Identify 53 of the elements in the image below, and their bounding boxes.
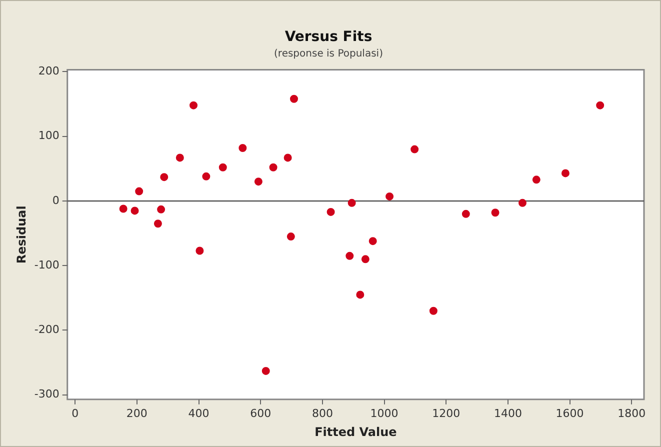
point bbox=[135, 187, 144, 196]
point bbox=[491, 208, 500, 217]
x-tick-label: 200 bbox=[126, 406, 148, 420]
point bbox=[326, 208, 335, 216]
point bbox=[518, 198, 526, 207]
point bbox=[346, 252, 354, 260]
x-tick-label: 400 bbox=[188, 406, 210, 420]
point bbox=[254, 178, 262, 186]
point bbox=[119, 204, 128, 213]
point bbox=[196, 246, 204, 255]
point bbox=[154, 220, 162, 228]
point bbox=[462, 210, 470, 218]
point bbox=[262, 366, 270, 375]
y-axis-title: Residual bbox=[14, 206, 28, 264]
y-tick-label: -300 bbox=[34, 388, 60, 401]
chart-title: Versus Fits bbox=[284, 29, 372, 46]
y-tick-label: 0 bbox=[52, 194, 60, 207]
point bbox=[429, 306, 438, 315]
y-tick-label: -200 bbox=[34, 323, 60, 336]
y-tick-label: 200 bbox=[38, 64, 60, 78]
point bbox=[386, 192, 394, 200]
point bbox=[130, 206, 139, 215]
point bbox=[361, 255, 370, 264]
point bbox=[269, 163, 278, 172]
point bbox=[290, 94, 298, 103]
x-tick-label: 1800 bbox=[618, 406, 646, 420]
point bbox=[284, 154, 292, 162]
chart-subtitle: (response is Populasi) bbox=[274, 48, 384, 60]
point bbox=[176, 154, 184, 162]
point bbox=[532, 176, 540, 184]
point bbox=[190, 101, 198, 110]
point bbox=[368, 237, 377, 246]
x-tick-label: 1600 bbox=[556, 406, 584, 420]
x-tick-label: 1000 bbox=[370, 406, 398, 420]
x-tick-label: 600 bbox=[250, 406, 272, 420]
point bbox=[218, 163, 227, 172]
x-tick-label: 1400 bbox=[494, 406, 522, 420]
point bbox=[286, 232, 295, 241]
x-tick-label: 0 bbox=[72, 406, 79, 420]
point bbox=[160, 173, 168, 182]
x-tick-label: 800 bbox=[312, 406, 333, 420]
y-tick-label: -100 bbox=[34, 258, 60, 272]
x-tick-label: 1200 bbox=[432, 406, 460, 420]
point bbox=[348, 198, 356, 207]
y-tick-label: 100 bbox=[38, 129, 60, 142]
point bbox=[238, 144, 247, 152]
point bbox=[157, 205, 166, 214]
point bbox=[410, 145, 419, 154]
point bbox=[356, 290, 364, 299]
point bbox=[561, 169, 570, 178]
x-axis-title: Fitted Value bbox=[314, 424, 397, 439]
point bbox=[202, 172, 210, 180]
point bbox=[596, 101, 604, 110]
